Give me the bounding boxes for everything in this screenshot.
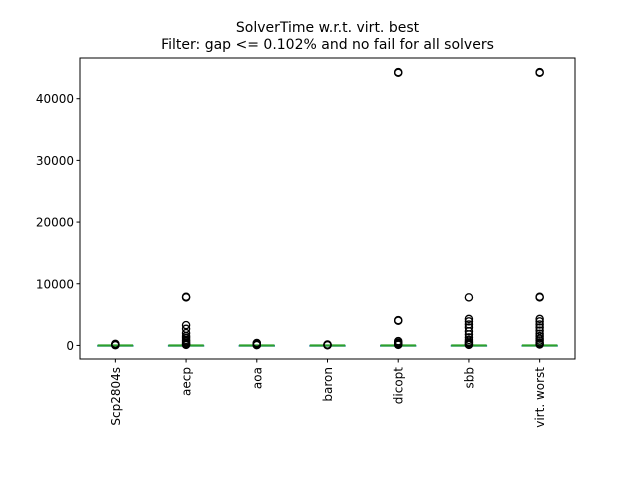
box-scp2804s: [97, 339, 134, 350]
x-tick-label: aecp: [180, 367, 194, 396]
outlier-point: [323, 340, 332, 349]
x-tick-label: dicopt: [392, 367, 406, 405]
chart-subtitle: Filter: gap <= 0.102% and no fail for al…: [161, 37, 494, 53]
outlier-point: [393, 315, 403, 325]
outlier-point: [535, 317, 544, 326]
outlier-point: [181, 292, 191, 301]
outlier-point: [464, 335, 474, 345]
outlier-point: [464, 323, 474, 332]
plot-area: [97, 67, 558, 350]
outlier-point: [252, 338, 262, 348]
outlier-point: [464, 293, 474, 302]
outlier-point: [535, 323, 544, 332]
x-tick-label: virt. worst: [533, 367, 547, 428]
outlier-point: [535, 334, 544, 343]
y-tick-label: 30000: [36, 154, 74, 168]
outlier-point: [181, 324, 191, 334]
outlier-point: [393, 336, 403, 346]
outlier-point: [535, 331, 544, 341]
outlier-point: [393, 67, 403, 77]
x-tick-label: aoa: [250, 367, 264, 389]
y-tick-label: 10000: [36, 277, 74, 291]
y-tick-label: 20000: [36, 216, 74, 230]
axes-frame: [79, 57, 576, 360]
x-tick-label: Scp2804s: [109, 367, 123, 426]
x-axis: Scp2804s aecp aoa baron dicopt sbb virt. worst: [109, 359, 547, 428]
box-dicopt: [380, 67, 417, 350]
outlier-point: [464, 320, 474, 329]
outlier-point: [535, 326, 544, 335]
y-tick-label: 40000: [36, 92, 74, 106]
x-tick-label: sbb: [462, 367, 476, 389]
outlier-point: [535, 329, 544, 338]
outlier-point: [535, 314, 544, 324]
box-aoa: [238, 338, 275, 350]
box-sbb: [450, 293, 488, 350]
chart-title: SolverTime w.r.t. virt. best: [236, 20, 420, 36]
outlier-point: [464, 314, 474, 324]
y-axis: 0 10000 20000 30000 40000: [36, 92, 80, 353]
outlier-point: [464, 317, 474, 326]
outlier-point: [535, 292, 544, 301]
outlier-point: [111, 339, 120, 349]
y-tick-label: 0: [66, 339, 74, 353]
box-virt-worst: [521, 67, 558, 349]
box-baron: [309, 340, 346, 350]
outlier-point: [535, 320, 544, 329]
outlier-point: [535, 67, 544, 77]
outlier-point: [181, 328, 191, 338]
x-tick-label: baron: [321, 367, 335, 402]
box-aecp: [167, 292, 205, 350]
outlier-point: [181, 320, 191, 330]
outlier-point: [464, 333, 474, 342]
